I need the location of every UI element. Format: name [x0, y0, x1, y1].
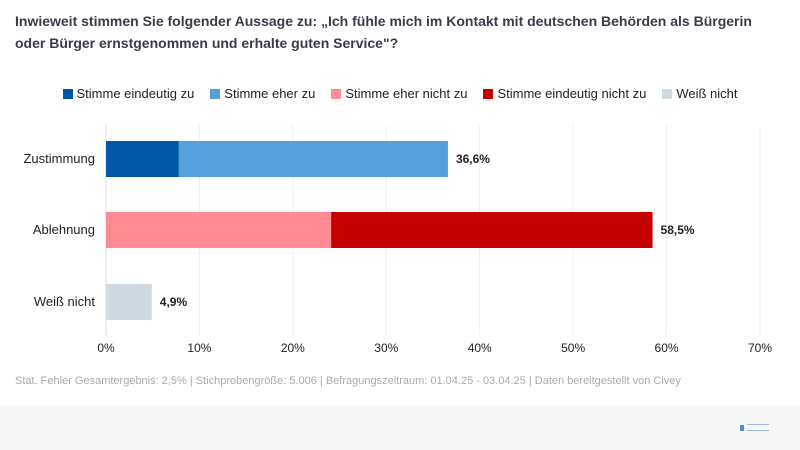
category-label: Ablehnung [33, 222, 95, 237]
chart-plot: 0% 10% 20% 30% 40% 50% 60% 70% Zustimmung 36,6% Ab… [23, 125, 772, 355]
x-tick-label: 70% [748, 341, 772, 355]
legend-label: Stimme eindeutig nicht zu [497, 86, 647, 101]
legend-swatch [483, 88, 494, 99]
footer-note: Stat. Fehler Gesamtergebnis: 2,5% | Stic… [15, 375, 681, 387]
bar-segment [106, 212, 332, 248]
legend-item: Stimme eher nicht zu [331, 86, 467, 101]
bar-segment [331, 212, 653, 248]
legend-swatch [662, 88, 673, 99]
publisher-logo [740, 424, 769, 431]
legend-swatch [62, 88, 73, 99]
x-tick-label: 60% [655, 341, 679, 355]
legend-label: Weiß nicht [676, 86, 738, 101]
footer-band [0, 405, 800, 450]
x-tick-label: 0% [97, 341, 115, 355]
x-tick-label: 30% [374, 341, 398, 355]
legend-item: Stimme eindeutig nicht zu [483, 86, 646, 101]
category-label: Zustimmung [23, 151, 95, 166]
legend-item: Stimme eher zu [210, 86, 315, 101]
bar-segment [178, 141, 448, 177]
bar-segment [106, 141, 179, 177]
legend-label: Stimme eindeutig zu [76, 86, 195, 101]
legend-label: Stimme eher zu [224, 86, 316, 101]
total-label: 4,9% [160, 295, 188, 309]
x-tick-label: 50% [561, 341, 585, 355]
legend: Stimme eindeutig zu Stimme eher zu Stimme … [0, 86, 800, 101]
total-label: 36,6% [456, 152, 490, 166]
category-label: Weiß nicht [34, 294, 96, 309]
legend-label: Stimme eher nicht zu [345, 86, 468, 101]
x-tick-label: 40% [468, 341, 492, 355]
legend-item: Weiß nicht [662, 86, 737, 101]
total-label: 58,5% [661, 223, 695, 237]
legend-item: Stimme eindeutig zu [62, 86, 195, 101]
legend-swatch [210, 88, 221, 99]
bar-segment [106, 284, 152, 320]
legend-swatch [331, 88, 342, 99]
x-tick-label: 20% [281, 341, 305, 355]
chart-title: Inwieweit stimmen Sie folgender Aussage … [15, 13, 752, 51]
x-tick-label: 10% [187, 341, 211, 355]
